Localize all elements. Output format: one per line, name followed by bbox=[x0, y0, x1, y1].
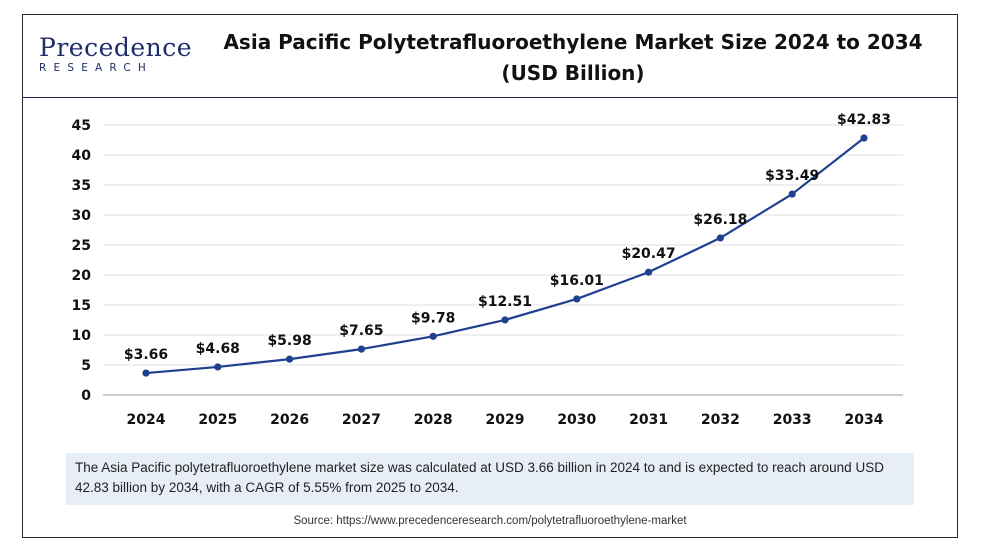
data-label: $5.98 bbox=[267, 333, 311, 349]
x-tick-label: 2032 bbox=[701, 412, 740, 428]
chart-title: Asia Pacific Polytetrafluoroethylene Mar… bbox=[213, 27, 933, 89]
x-tick-label: 2025 bbox=[198, 412, 237, 428]
x-tick-label: 2026 bbox=[270, 412, 309, 428]
data-label: $33.49 bbox=[765, 168, 819, 184]
series-line bbox=[145, 137, 865, 375]
y-tick-label: 15 bbox=[72, 298, 91, 314]
data-point bbox=[142, 369, 150, 377]
x-tick-label: 2034 bbox=[845, 412, 884, 428]
header: Precedence RESEARCH Asia Pacific Polytet… bbox=[23, 15, 957, 98]
data-point bbox=[645, 268, 653, 276]
y-tick-label: 35 bbox=[72, 178, 91, 194]
brand-name: Precedence bbox=[39, 33, 193, 62]
data-label: $42.83 bbox=[837, 112, 891, 128]
data-point bbox=[788, 190, 796, 198]
data-point bbox=[716, 234, 725, 242]
source-line: Source: https://www.precedenceresearch.c… bbox=[293, 515, 687, 527]
x-tick-label: 2030 bbox=[557, 412, 596, 428]
y-tick-label: 5 bbox=[81, 358, 91, 374]
data-point bbox=[214, 363, 222, 371]
y-tick-label: 10 bbox=[72, 328, 92, 344]
x-tick-label: 2024 bbox=[127, 412, 166, 428]
title-line-1: Asia Pacific Polytetrafluoroethylene Mar… bbox=[223, 30, 923, 54]
data-point bbox=[429, 332, 437, 340]
data-label: $20.47 bbox=[622, 246, 676, 262]
y-tick-label: 0 bbox=[81, 388, 91, 404]
data-point bbox=[286, 355, 294, 363]
data-point bbox=[501, 316, 509, 324]
data-label: $12.51 bbox=[478, 294, 532, 310]
data-label: $9.78 bbox=[411, 310, 455, 326]
data-label: $26.18 bbox=[693, 212, 747, 228]
x-tick-label: 2033 bbox=[773, 412, 812, 428]
data-label: $4.68 bbox=[196, 341, 240, 357]
x-tick-label: 2029 bbox=[486, 412, 525, 428]
x-tick-label: 2027 bbox=[342, 412, 381, 428]
data-point bbox=[573, 295, 581, 303]
data-label: $16.01 bbox=[550, 273, 604, 289]
chart-frame: Precedence RESEARCH Asia Pacific Polytet… bbox=[22, 14, 958, 538]
x-tick-label: 2031 bbox=[629, 412, 668, 428]
summary-note: The Asia Pacific polytetrafluoroethylene… bbox=[66, 453, 914, 505]
y-tick-label: 25 bbox=[72, 238, 91, 254]
y-tick-label: 45 bbox=[72, 118, 91, 134]
y-tick-label: 20 bbox=[72, 268, 92, 284]
data-label: $3.66 bbox=[124, 347, 168, 363]
y-tick-label: 30 bbox=[72, 208, 92, 224]
x-tick-label: 2028 bbox=[414, 412, 453, 428]
brand-logo: Precedence RESEARCH bbox=[39, 33, 193, 75]
data-point bbox=[357, 345, 365, 353]
brand-sub: RESEARCH bbox=[39, 62, 154, 74]
y-tick-label: 40 bbox=[72, 148, 92, 164]
data-point bbox=[860, 134, 868, 142]
data-label: $7.65 bbox=[339, 323, 383, 339]
title-line-2: (USD Billion) bbox=[501, 61, 645, 85]
